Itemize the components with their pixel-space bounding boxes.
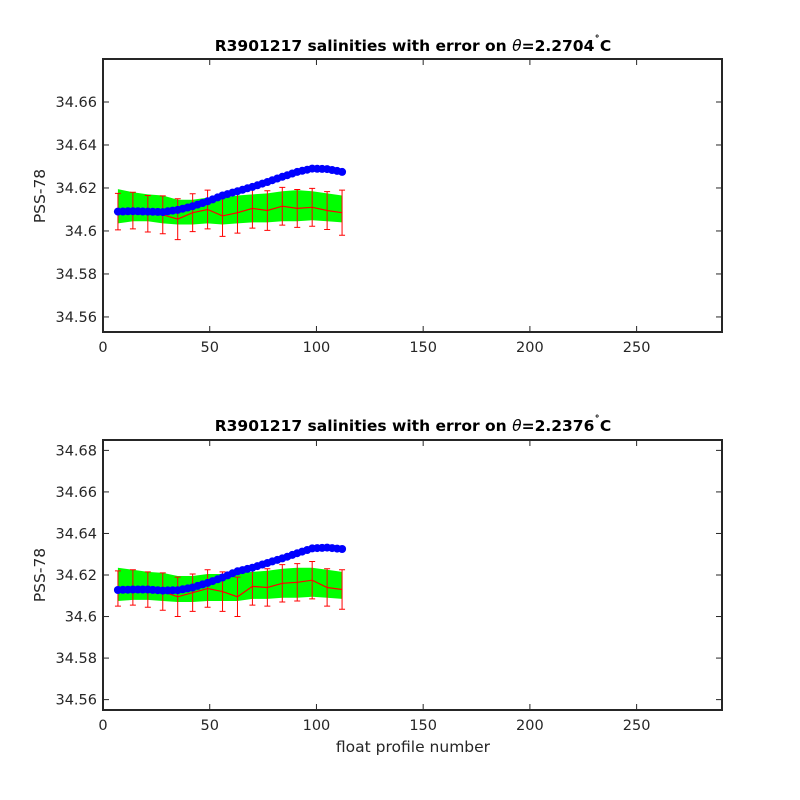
bottom-y-tick-label: 34.56	[55, 693, 97, 709]
top-axes: 0 50 100 150 200 250 34.56 34.58 34.6 34.62 34.64 3…	[55, 58, 723, 356]
top-y-axis-label: PSS-78	[31, 169, 49, 223]
top-x-tick-label: 150	[409, 340, 437, 356]
bottom-y-axis-label: PSS-78	[31, 548, 49, 602]
bottom-y-tick-label: 34.66	[55, 485, 97, 501]
top-y-tick-label: 34.64	[55, 138, 97, 154]
bottom-axes: 0 50 100 150 200 250 34.56 34.58 34.6 34.62 34.64 3…	[55, 439, 723, 734]
top-chart-title: R3901217 salinities with error on θ=2.27…	[215, 34, 612, 55]
bottom-x-tick-label: 150	[409, 718, 437, 734]
top-uncertainty-band	[117, 189, 343, 225]
top-y-tick-label: 34.66	[55, 95, 97, 111]
top-float-point	[338, 167, 347, 176]
bottom-x-tick-label: 200	[516, 718, 544, 734]
bottom-float-point	[338, 545, 347, 553]
bottom-y-tick-label: 34.6	[65, 610, 97, 626]
bottom-x-tick-label: 0	[98, 718, 107, 734]
bottom-y-tick-label: 34.68	[55, 443, 97, 459]
top-y-tick-label: 34.6	[65, 224, 97, 240]
bottom-y-tick-label: 34.58	[55, 651, 97, 667]
top-subplot: R3901217 salinities with error on θ=2.27…	[31, 34, 723, 356]
bottom-chart-title: R3901217 salinities with error on θ=2.23…	[215, 414, 612, 435]
bottom-y-tick-label: 34.62	[55, 568, 97, 584]
bottom-subplot: R3901217 salinities with error on θ=2.23…	[31, 414, 723, 756]
top-float-points-layer	[113, 164, 347, 217]
bottom-x-tick-label: 100	[303, 718, 331, 734]
top-axes-box	[102, 58, 723, 333]
bottom-x-tick-label: 250	[623, 718, 651, 734]
top-band-layer	[117, 189, 343, 225]
top-y-tick-label: 34.58	[55, 267, 97, 283]
top-x-tick-label: 50	[200, 340, 218, 356]
bottom-x-axis-label: float profile number	[336, 738, 491, 756]
top-x-tick-label: 0	[98, 340, 107, 356]
top-y-tick-label: 34.62	[55, 181, 97, 197]
top-x-tick-label: 200	[516, 340, 544, 356]
bottom-y-tick-label: 34.64	[55, 526, 97, 542]
bottom-float-points-layer	[113, 543, 347, 595]
top-y-tick-label: 34.56	[55, 310, 97, 326]
top-x-tick-label: 250	[623, 340, 651, 356]
bottom-x-tick-label: 50	[200, 718, 218, 734]
top-x-tick-label: 100	[303, 340, 331, 356]
